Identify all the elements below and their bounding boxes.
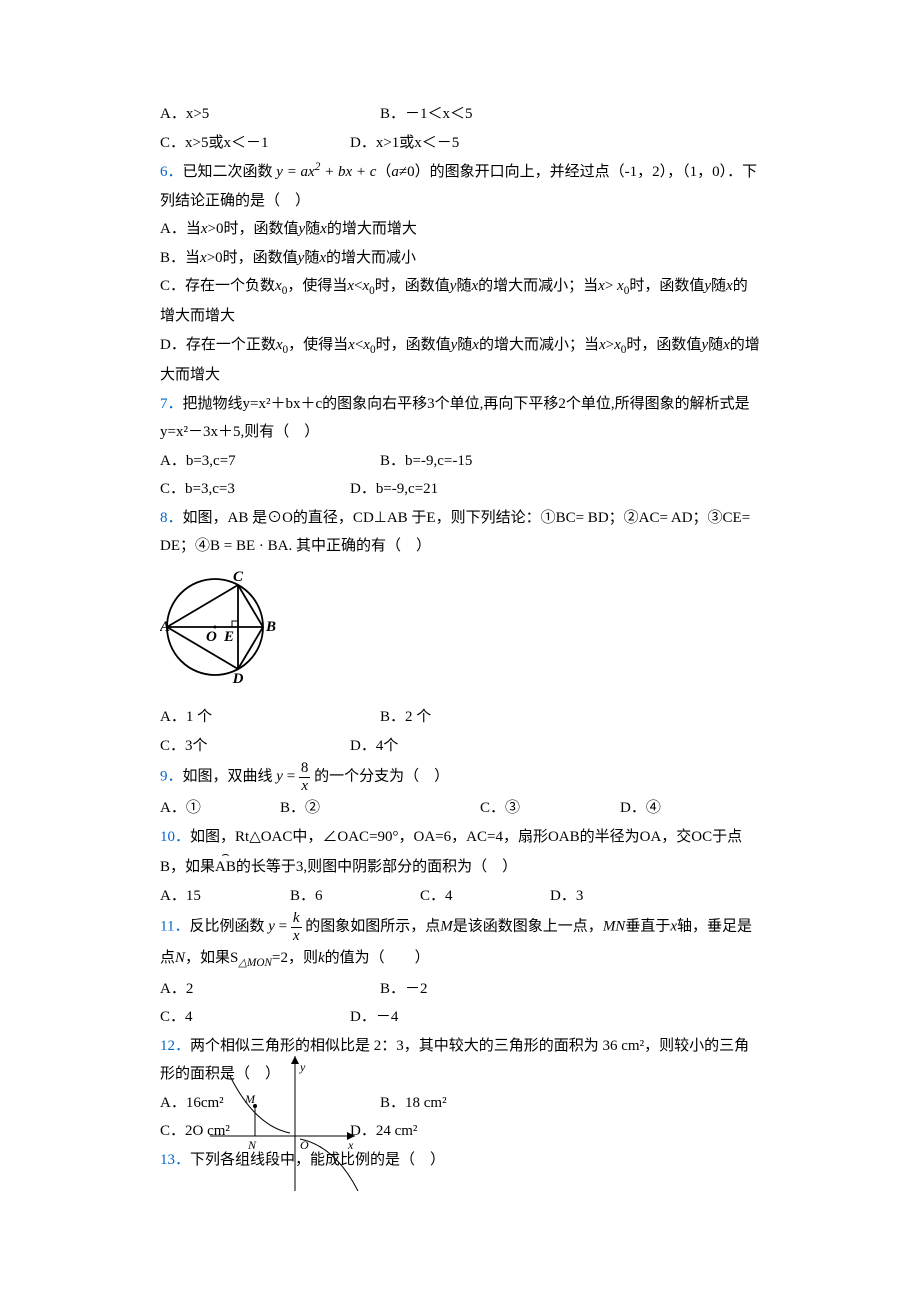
- q9-opt-b: B．②: [280, 794, 430, 823]
- q8-stem: 8．如图，AB 是⊙O的直径，CD⊥AB 于E，则下列结论：①BC= BD；②A…: [160, 504, 760, 561]
- q11-opt-d: D．－4: [350, 1003, 398, 1032]
- q8-diagram: C D A B O E: [160, 567, 760, 698]
- q9-number: 9．: [160, 769, 183, 785]
- q5-options: A．x>5 B．－1＜x＜5 C．x>5或x＜－1 D．x>1或x＜－5: [160, 100, 760, 157]
- q7-opt-c: C．b=3,c=3: [160, 475, 300, 504]
- q10-stem: 10．如图，Rt△OAC中，∠OAC=90°，OA=6，AC=4，扇形OAB的半…: [160, 823, 760, 882]
- q9-options: A．① B．② C．③ D．④: [160, 794, 760, 823]
- q7-stem: 7．把抛物线y=x²＋bx＋c的图象向右平移3个单位,再向下平移2个单位,所得图…: [160, 390, 760, 447]
- q6-opt-b: B．当x>0时，函数值y随x的增大而减小: [160, 244, 760, 273]
- q11-options: A．2 B．－2 C．4 D．－4: [160, 975, 760, 1032]
- svg-text:E: E: [223, 629, 234, 645]
- q7-opt-b: B．b=-9,c=-15: [380, 447, 530, 476]
- q8-opt-b: B．2 个: [380, 703, 530, 732]
- svg-text:N: N: [247, 1138, 257, 1152]
- q7-opt-d: D．b=-9,c=21: [350, 475, 438, 504]
- q9-opt-a: A．①: [160, 794, 230, 823]
- q11-number: 11．: [160, 919, 189, 935]
- q13-number: 13．: [160, 1152, 190, 1168]
- svg-text:y: y: [299, 1060, 306, 1074]
- q7-opt-a: A．b=3,c=7: [160, 447, 330, 476]
- svg-text:D: D: [232, 671, 244, 687]
- q6-opt-c: C．存在一个负数x0，使得当x<x0时，函数值y随x的增大而减小；当x> x0时…: [160, 272, 760, 331]
- q10-opt-a: A．15: [160, 882, 240, 911]
- q8-opt-d: D．4个: [350, 732, 398, 761]
- svg-text:O: O: [300, 1138, 309, 1152]
- q8-opt-c: C．3个: [160, 732, 300, 761]
- q6-opt-a: A．当x>0时，函数值y随x的增大而增大: [160, 215, 760, 244]
- q9-stem: 9．如图，双曲线 y = 8x 的一个分支为（ ）: [160, 760, 760, 794]
- q11-stem: 11．反比例函数 y = kx 的图象如图所示，点M是该函数图象上一点，MN垂直…: [160, 910, 760, 974]
- q10-opt-b: B．6: [290, 882, 370, 911]
- q5-opt-c: C．x>5或x＜－1: [160, 129, 300, 158]
- q11-opt-c: C．4: [160, 1003, 300, 1032]
- q8-number: 8．: [160, 510, 183, 526]
- svg-text:x: x: [347, 1138, 354, 1152]
- q8-options: A．1 个 B．2 个 C．3个 D．4个: [160, 703, 760, 760]
- q5-opt-a: A．x>5: [160, 100, 330, 129]
- circle-diagram-icon: C D A B O E: [160, 567, 280, 687]
- svg-text:C: C: [233, 569, 244, 585]
- q5-opt-b: B．－1＜x＜5: [380, 100, 530, 129]
- svg-text:M: M: [244, 1092, 256, 1106]
- q9-opt-c: C．③: [480, 794, 570, 823]
- q12-opt-b: B．18 cm²: [380, 1089, 530, 1118]
- q10-opt-c: C．4: [420, 882, 500, 911]
- coord-axes-icon: y x M N O: [210, 1051, 360, 1191]
- arc-ab-icon: AB: [215, 851, 236, 882]
- q10-opt-d: D．3: [550, 882, 583, 911]
- q11-opt-a: A．2: [160, 975, 330, 1004]
- svg-text:O: O: [206, 629, 217, 645]
- q7-options: A．b=3,c=7 B．b=-9,c=-15 C．b=3,c=3 D．b=-9,…: [160, 447, 760, 504]
- q11-opt-b: B．－2: [380, 975, 530, 1004]
- q12-number: 12．: [160, 1038, 190, 1054]
- q10-options: A．15 B．6 C．4 D．3: [160, 882, 760, 911]
- q6-opt-d: D．存在一个正数x0，使得当x<x0时，函数值y随x的增大而减小；当x>x0时，…: [160, 331, 760, 390]
- q8-opt-a: A．1 个: [160, 703, 330, 732]
- q12-opt-d: D．24 cm²: [350, 1117, 417, 1146]
- q7-number: 7．: [160, 396, 183, 412]
- svg-text:A: A: [160, 619, 170, 635]
- q9-opt-d: D．④: [620, 794, 661, 823]
- q6-stem: 6．已知二次函数 y = ax2 + bx + c（a≠0）的图象开口向上，并经…: [160, 157, 760, 215]
- q6-number: 6．: [160, 164, 183, 180]
- q10-number: 10．: [160, 829, 190, 845]
- svg-text:B: B: [265, 619, 276, 635]
- q5-opt-d: D．x>1或x＜－5: [350, 129, 459, 158]
